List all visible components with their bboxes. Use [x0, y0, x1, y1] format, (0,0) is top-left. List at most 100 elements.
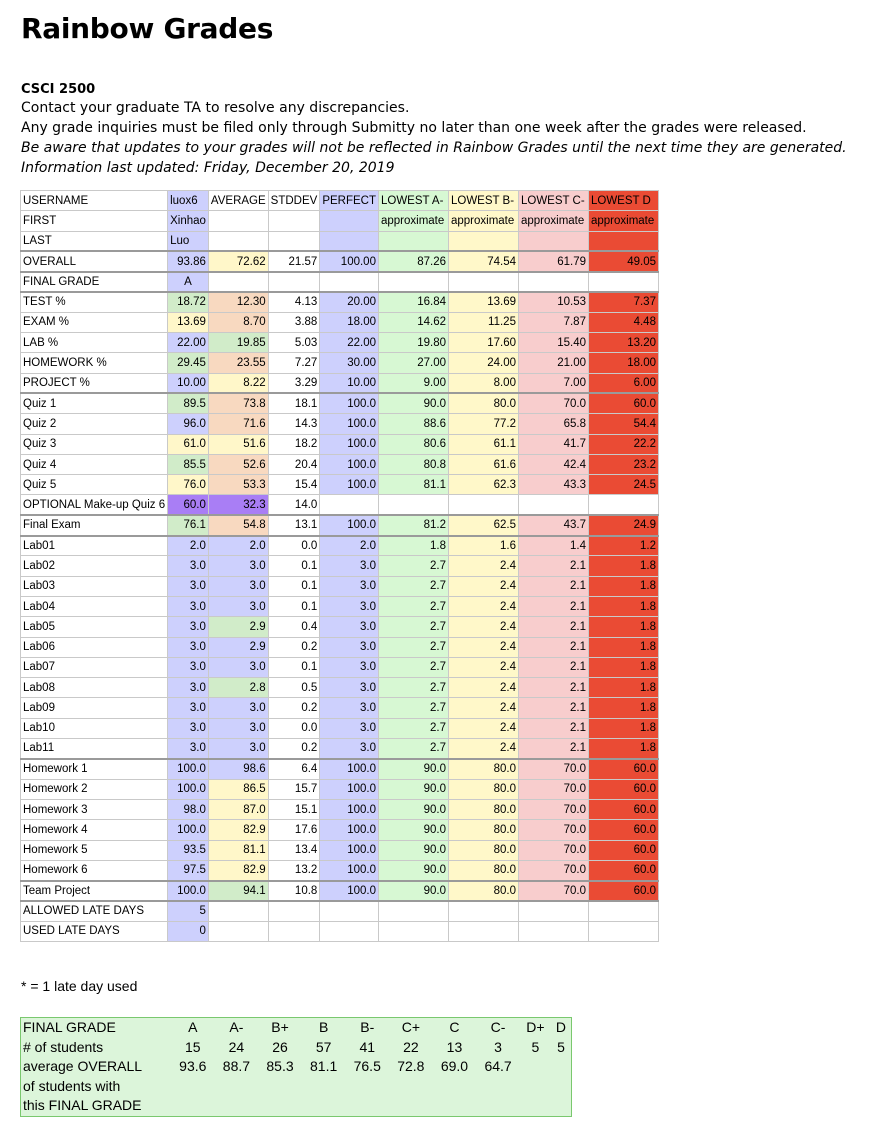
cell-lowest-a: 90.0 [377, 819, 449, 841]
cell-stddev: 18.1 [267, 392, 321, 415]
cell-lowest-b: 77.2 [447, 413, 519, 435]
cell-lowest-b: 61.1 [447, 433, 519, 455]
row-label: FINAL GRADE [19, 270, 169, 293]
cell-average: 2.9 [207, 636, 269, 658]
cell-lowest-b: 2.4 [447, 656, 519, 679]
cell-average: 73.8 [207, 392, 269, 415]
cell-lowest-c [517, 920, 589, 942]
header-cell-lowest-b: LOWEST B- [447, 189, 519, 212]
cell-lowest-b: 80.0 [447, 757, 519, 780]
summary-value [345, 1077, 389, 1097]
cell-stddev: 4.13 [267, 290, 321, 313]
cell-lowest-c: 2.1 [517, 595, 589, 618]
cell-lowest-c [517, 270, 589, 293]
summary-value [302, 1096, 346, 1116]
cell-student: 2.0 [167, 534, 209, 557]
cell-lowest-c: 61.79 [517, 250, 589, 273]
cell-lowest-c: 2.1 [517, 636, 589, 658]
cell-lowest-b: 24.00 [447, 352, 519, 374]
header-row-username: USERNAME luox6 AVERAGE STDDEV PERFECT LOWEST … [19, 189, 659, 212]
row-label: Lab05 [19, 616, 169, 638]
grade-row: Lab11 3.0 3.0 0.2 3.0 2.7 2.4 2.1 1.8 [19, 738, 659, 760]
cell-lowest-d: 60.0 [587, 859, 659, 882]
cell-lowest-a: 90.0 [377, 859, 449, 882]
cell-lowest-d: 1.8 [587, 717, 659, 740]
cell-student: 3.0 [167, 697, 209, 719]
cell-lowest-a: 87.26 [377, 250, 449, 273]
header-cell-lowest-d [587, 230, 659, 252]
cell-perfect: 100.0 [319, 859, 379, 882]
header-cell-stddev [267, 230, 321, 252]
summary-value [433, 1077, 477, 1097]
header-cell-lowest-a: LOWEST A- [377, 189, 449, 212]
cell-stddev: 14.3 [267, 413, 321, 435]
final-grade-summary: FINAL GRADE A A- B+ B B- C+ C C- D+ D # of students… [20, 1017, 572, 1117]
header-cell-stddev [267, 210, 321, 232]
cell-lowest-a: 2.7 [377, 677, 449, 699]
cell-student: 10.00 [167, 372, 209, 394]
summary-value: 64.7 [484, 1058, 512, 1074]
summary-value: 72.8 [397, 1058, 425, 1074]
cell-perfect: 10.00 [319, 372, 379, 394]
cell-lowest-a: 2.7 [377, 555, 449, 577]
cell-lowest-a: 90.0 [377, 839, 449, 861]
grade-row: Lab02 3.0 3.0 0.1 3.0 2.7 2.4 2.1 1.8 [19, 555, 659, 577]
header-cell-perfect: PERFECT [319, 189, 379, 212]
header-row-first: FIRST Xinhao approximate approximate approxi… [19, 210, 659, 232]
cell-lowest-a: 80.6 [377, 433, 449, 455]
cell-stddev: 17.6 [267, 819, 321, 841]
cell-lowest-b: 2.4 [447, 616, 519, 638]
row-label: HOMEWORK % [19, 352, 169, 374]
cell-perfect: 30.00 [319, 352, 379, 374]
cell-lowest-d: 1.8 [587, 656, 659, 679]
header-cell-average [207, 210, 269, 232]
header-cell-perfect [319, 230, 379, 252]
grade-row: Team Project 100.0 94.1 10.8 100.0 90.0 80.0 70… [19, 879, 659, 902]
summary-value [551, 1096, 572, 1116]
summary-value [302, 1077, 346, 1097]
course-name: CSCI 2500 [21, 82, 96, 97]
cell-lowest-a: 2.7 [377, 575, 449, 597]
row-label: FIRST [19, 210, 169, 232]
cell-lowest-d: 18.00 [587, 352, 659, 374]
summary-value: 85.3 [266, 1058, 294, 1074]
cell-student: 3.0 [167, 656, 209, 679]
cell-lowest-c: 2.1 [517, 697, 589, 719]
cell-lowest-d [587, 899, 659, 922]
cell-lowest-b: 2.4 [447, 575, 519, 597]
cell-student: 61.0 [167, 433, 209, 455]
row-label: Homework 6 [19, 859, 169, 882]
cell-stddev: 0.2 [267, 697, 321, 719]
cell-student: 3.0 [167, 595, 209, 618]
cell-lowest-b: 11.25 [447, 311, 519, 334]
summary-label: # of students [23, 1038, 104, 1055]
row-label: ALLOWED LATE DAYS [19, 899, 169, 922]
cell-lowest-b [447, 494, 519, 516]
cell-student: 89.5 [167, 392, 209, 415]
row-label: Quiz 5 [19, 474, 169, 496]
grade-row: Homework 2 100.0 86.5 15.7 100.0 90.0 80.0 70.0… [19, 778, 659, 800]
cell-lowest-c: 2.1 [517, 738, 589, 760]
row-label: USERNAME [19, 189, 169, 212]
cell-perfect [319, 270, 379, 293]
row-label: Lab02 [19, 555, 169, 577]
summary-value [215, 1096, 259, 1116]
cell-lowest-c: 43.3 [517, 474, 589, 496]
summary-value [520, 1057, 551, 1077]
header-cell-student: luox6 [167, 189, 209, 212]
cell-stddev: 13.4 [267, 839, 321, 861]
cell-lowest-a: 90.0 [377, 757, 449, 780]
summary-label-row: this FINAL GRADE [21, 1096, 572, 1116]
cell-perfect: 3.0 [319, 697, 379, 719]
summary-value: 3 [494, 1038, 502, 1055]
cell-lowest-c: 43.7 [517, 514, 589, 537]
summary-label: FINAL GRADE [23, 1019, 116, 1035]
row-label: Final Exam [19, 514, 169, 537]
summary-value: 13 [446, 1038, 463, 1055]
summary-value: 26 [272, 1038, 288, 1055]
summary-value: 57 [315, 1038, 332, 1055]
cell-student: 5 [167, 899, 209, 922]
summary-averages-row: average OVERALL 93.6 88.7 85.3 81.1 76.5 72.8 6… [21, 1057, 572, 1077]
cell-stddev: 21.57 [267, 250, 321, 273]
summary-value [520, 1096, 551, 1116]
